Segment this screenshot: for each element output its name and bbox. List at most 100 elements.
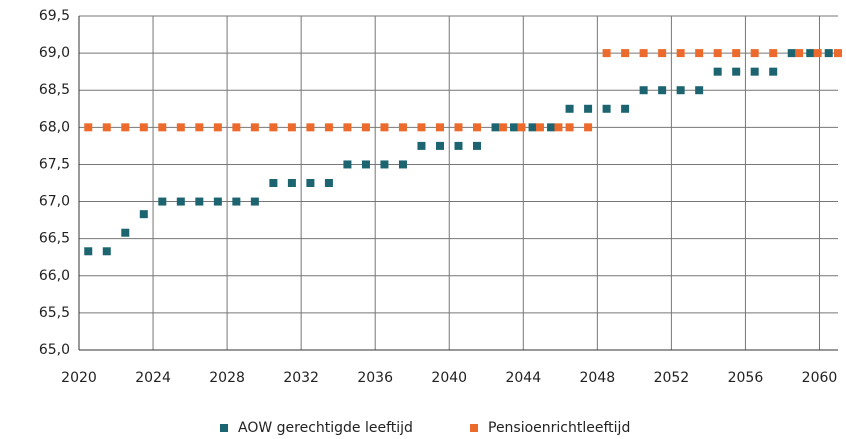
y-tick-label: 66,0 (39, 268, 70, 284)
point (213, 197, 222, 206)
point (139, 123, 148, 132)
x-tick-label: 2020 (61, 370, 97, 386)
point (750, 49, 759, 58)
point (361, 123, 370, 132)
point (547, 123, 556, 132)
point (232, 197, 241, 206)
point (787, 49, 796, 58)
point (565, 104, 574, 113)
x-tick-label: 2052 (654, 370, 690, 386)
point (361, 160, 370, 169)
point (795, 49, 804, 58)
point (343, 160, 352, 169)
point (324, 179, 333, 187)
point (602, 104, 611, 113)
point (454, 123, 463, 132)
point (417, 141, 426, 150)
point (584, 123, 593, 132)
point (713, 67, 722, 76)
point (834, 49, 842, 58)
y-tick-label: 65,5 (39, 305, 70, 321)
point (121, 228, 130, 237)
y-tick-label: 68,5 (39, 82, 70, 98)
point (584, 104, 593, 113)
point (806, 49, 815, 58)
point (250, 123, 259, 132)
x-tick-label: 2024 (135, 370, 171, 386)
x-tick-label: 2056 (728, 370, 764, 386)
point (435, 123, 444, 132)
point (510, 123, 519, 132)
point (473, 123, 482, 132)
point (658, 49, 667, 58)
point (306, 123, 315, 132)
point (417, 123, 426, 132)
point (139, 210, 148, 219)
point (658, 86, 667, 95)
legend-label: AOW gerechtigde leeftijd (238, 420, 413, 436)
point (269, 179, 278, 187)
point (287, 179, 296, 187)
point (213, 123, 222, 132)
point (491, 123, 500, 132)
y-tick-label: 69,0 (39, 45, 70, 61)
x-tick-label: 2028 (209, 370, 245, 386)
point (398, 160, 407, 169)
point (695, 49, 704, 58)
point (621, 49, 630, 58)
point (695, 86, 704, 95)
point (713, 49, 722, 58)
point (621, 104, 630, 113)
point (158, 123, 167, 132)
x-tick-label: 2048 (580, 370, 616, 386)
legend-label: Pensioenrichtleeftijd (488, 420, 630, 436)
point (732, 67, 741, 76)
point (473, 141, 482, 150)
point (102, 123, 111, 132)
point (176, 123, 185, 132)
point (176, 197, 185, 206)
point (102, 247, 111, 256)
point (769, 49, 778, 58)
point (813, 49, 822, 58)
point (269, 123, 278, 132)
point (158, 197, 167, 206)
y-tick-label: 67,5 (39, 156, 70, 172)
point (535, 123, 544, 132)
point (517, 123, 526, 132)
point (676, 86, 685, 95)
point (602, 49, 611, 58)
point (195, 123, 204, 132)
point (639, 86, 648, 95)
point (435, 141, 444, 150)
y-tick-label: 69,5 (39, 8, 70, 24)
x-tick-label: 2044 (505, 370, 541, 386)
point (639, 49, 648, 58)
point (195, 197, 204, 206)
x-tick-label: 2060 (802, 370, 838, 386)
x-tick-label: 2032 (283, 370, 319, 386)
point (324, 123, 333, 132)
point (250, 197, 259, 206)
point (750, 67, 759, 76)
point (232, 123, 241, 132)
point (306, 179, 315, 187)
y-tick-label: 65,0 (39, 342, 70, 358)
point (769, 67, 778, 76)
x-tick-label: 2036 (357, 370, 393, 386)
point (732, 49, 741, 58)
point (380, 123, 389, 132)
y-tick-label: 68,0 (39, 119, 70, 135)
point (498, 123, 507, 132)
point (121, 123, 130, 132)
point (380, 160, 389, 169)
x-tick-label: 2040 (431, 370, 467, 386)
legend-marker (220, 424, 228, 432)
point (343, 123, 352, 132)
point (287, 123, 296, 132)
point (84, 247, 93, 256)
y-tick-label: 66,5 (39, 231, 70, 247)
point (454, 141, 463, 150)
point (84, 123, 93, 132)
